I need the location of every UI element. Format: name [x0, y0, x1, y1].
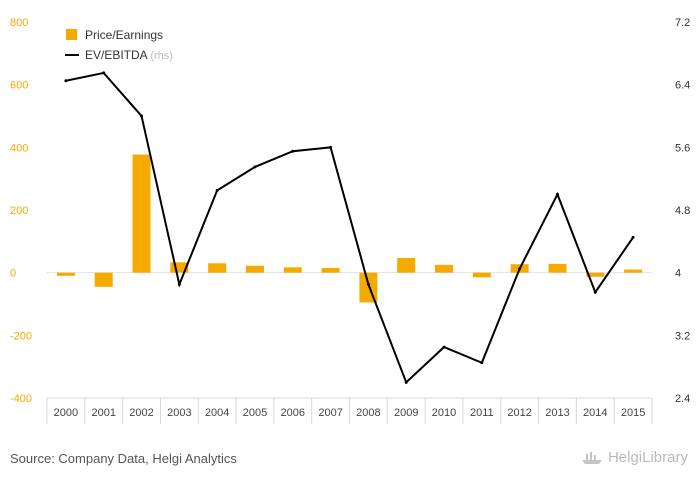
bar	[435, 264, 454, 273]
brand-logo: HelgiLibrary	[581, 449, 688, 466]
y-right-tick-label: 4.8	[675, 205, 690, 217]
y-left-tick-label: 200	[10, 205, 28, 217]
bar	[56, 272, 75, 276]
line-point	[215, 188, 219, 192]
line-point	[329, 145, 333, 149]
line-point	[442, 345, 446, 349]
y-left-tick-label: -200	[10, 330, 32, 342]
x-tick-label: 2015	[621, 407, 645, 419]
line-point	[253, 165, 257, 169]
x-tick-label: 2010	[432, 407, 456, 419]
bar	[624, 269, 643, 273]
y-right-tick-label: 5.6	[675, 142, 690, 154]
line-point	[593, 290, 597, 294]
x-tick-label: 2004	[205, 407, 229, 419]
x-tick-label: 2014	[583, 407, 607, 419]
y-right-tick-label: 6.4	[675, 80, 690, 92]
bar-series	[56, 154, 643, 303]
legend-label: Price/Earnings	[85, 28, 163, 42]
line-series	[64, 71, 635, 385]
source-note: Source: Company Data, Helgi Analytics	[10, 451, 237, 466]
brand-name: HelgiLibrary	[607, 449, 688, 466]
bar	[321, 267, 340, 273]
bar	[245, 265, 264, 273]
bar	[397, 257, 416, 273]
line-point	[480, 361, 484, 365]
line-point	[102, 71, 106, 75]
x-tick-label: 2000	[54, 407, 78, 419]
bar	[208, 263, 227, 273]
line-point	[404, 380, 408, 384]
line-point	[555, 192, 559, 196]
y-left-tick-label: -400	[10, 393, 32, 405]
x-tick-label: 2008	[356, 407, 380, 419]
bar	[283, 267, 302, 273]
x-tick-label: 2002	[129, 407, 153, 419]
line-path	[65, 71, 634, 385]
line-point	[177, 282, 181, 286]
x-tick-label: 2011	[470, 407, 494, 419]
x-tick-label: 2007	[318, 407, 342, 419]
line-point	[366, 282, 370, 286]
y-left-tick-label: 600	[10, 80, 28, 92]
legend: Price/Earnings EV/EBITDA (rhs)	[65, 28, 173, 62]
bar	[586, 272, 605, 277]
line-point	[518, 267, 522, 271]
legend-suffix: (rhs)	[150, 50, 173, 62]
line-point	[64, 79, 68, 83]
y-right-tick-label: 3.2	[675, 330, 690, 342]
x-tick-label: 2013	[545, 407, 569, 419]
y-right-tick-label: 2.4	[675, 393, 690, 405]
chart-axes: 2000 2001 2002 2003 2004 2005 2006 2007 2008 2009…	[10, 17, 690, 424]
line-point	[140, 114, 144, 118]
x-tick-label: 2006	[281, 407, 305, 419]
bar	[170, 262, 189, 273]
y-left-tick-label: 0	[10, 268, 16, 280]
line-point	[631, 235, 635, 239]
x-tick-label: 2001	[91, 407, 115, 419]
bar	[472, 272, 491, 278]
legend-swatch-bar	[66, 29, 77, 40]
bar	[132, 154, 151, 273]
bar	[94, 272, 113, 287]
y-left-tick-label: 800	[10, 17, 28, 29]
ship-icon	[581, 451, 602, 464]
line-point	[291, 149, 295, 153]
x-tick-label: 2012	[507, 407, 531, 419]
bar	[548, 263, 567, 273]
x-tick-label: 2003	[167, 407, 191, 419]
x-tick-label: 2005	[243, 407, 267, 419]
legend-label: EV/EBITDA (rhs)	[85, 48, 173, 62]
y-left-tick-label: 400	[10, 142, 28, 154]
y-right-tick-label: 7.2	[675, 17, 690, 29]
y-right-tick-label: 4	[675, 268, 681, 280]
x-tick-label: 2009	[394, 407, 418, 419]
chart: 2000 2001 2002 2003 2004 2005 2006 2007 2008 2009…	[10, 17, 690, 424]
